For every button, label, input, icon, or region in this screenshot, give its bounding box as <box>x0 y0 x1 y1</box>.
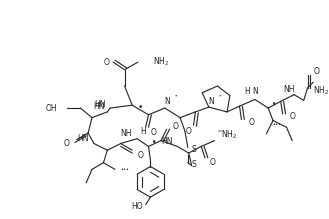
Text: HN: HN <box>93 102 104 111</box>
Text: O: O <box>210 158 216 167</box>
Text: NH$_2$: NH$_2$ <box>313 84 329 97</box>
Text: H: H <box>140 127 146 136</box>
Text: O: O <box>313 67 319 76</box>
Text: NH$_2$: NH$_2$ <box>153 56 169 68</box>
Text: S: S <box>191 145 196 154</box>
Text: N: N <box>208 97 214 106</box>
Text: ''NH$_2$: ''NH$_2$ <box>217 129 238 141</box>
Text: OH: OH <box>46 104 58 113</box>
Text: •: • <box>272 100 277 109</box>
Text: HN: HN <box>78 134 89 143</box>
Text: S: S <box>191 160 196 169</box>
Text: O: O <box>289 112 295 121</box>
Text: •••: ••• <box>120 167 129 172</box>
Text: N: N <box>252 87 258 96</box>
Text: O: O <box>64 139 70 148</box>
Text: HN: HN <box>161 137 172 146</box>
Text: O: O <box>138 152 144 161</box>
Text: •••: ••• <box>273 122 282 127</box>
Text: HO: HO <box>131 202 143 211</box>
Text: •: • <box>152 138 157 147</box>
Text: O: O <box>150 129 156 138</box>
Text: •: • <box>138 103 143 112</box>
Text: O: O <box>186 127 192 136</box>
Text: '': '' <box>174 94 178 99</box>
Text: N: N <box>164 97 169 106</box>
Text: NH: NH <box>121 129 132 138</box>
Text: O: O <box>248 118 254 127</box>
Text: O: O <box>103 58 109 67</box>
Text: HN: HN <box>94 100 105 109</box>
Text: H: H <box>244 87 250 96</box>
Text: '': '' <box>218 94 222 99</box>
Text: NH: NH <box>284 85 295 94</box>
Text: O: O <box>172 122 178 131</box>
